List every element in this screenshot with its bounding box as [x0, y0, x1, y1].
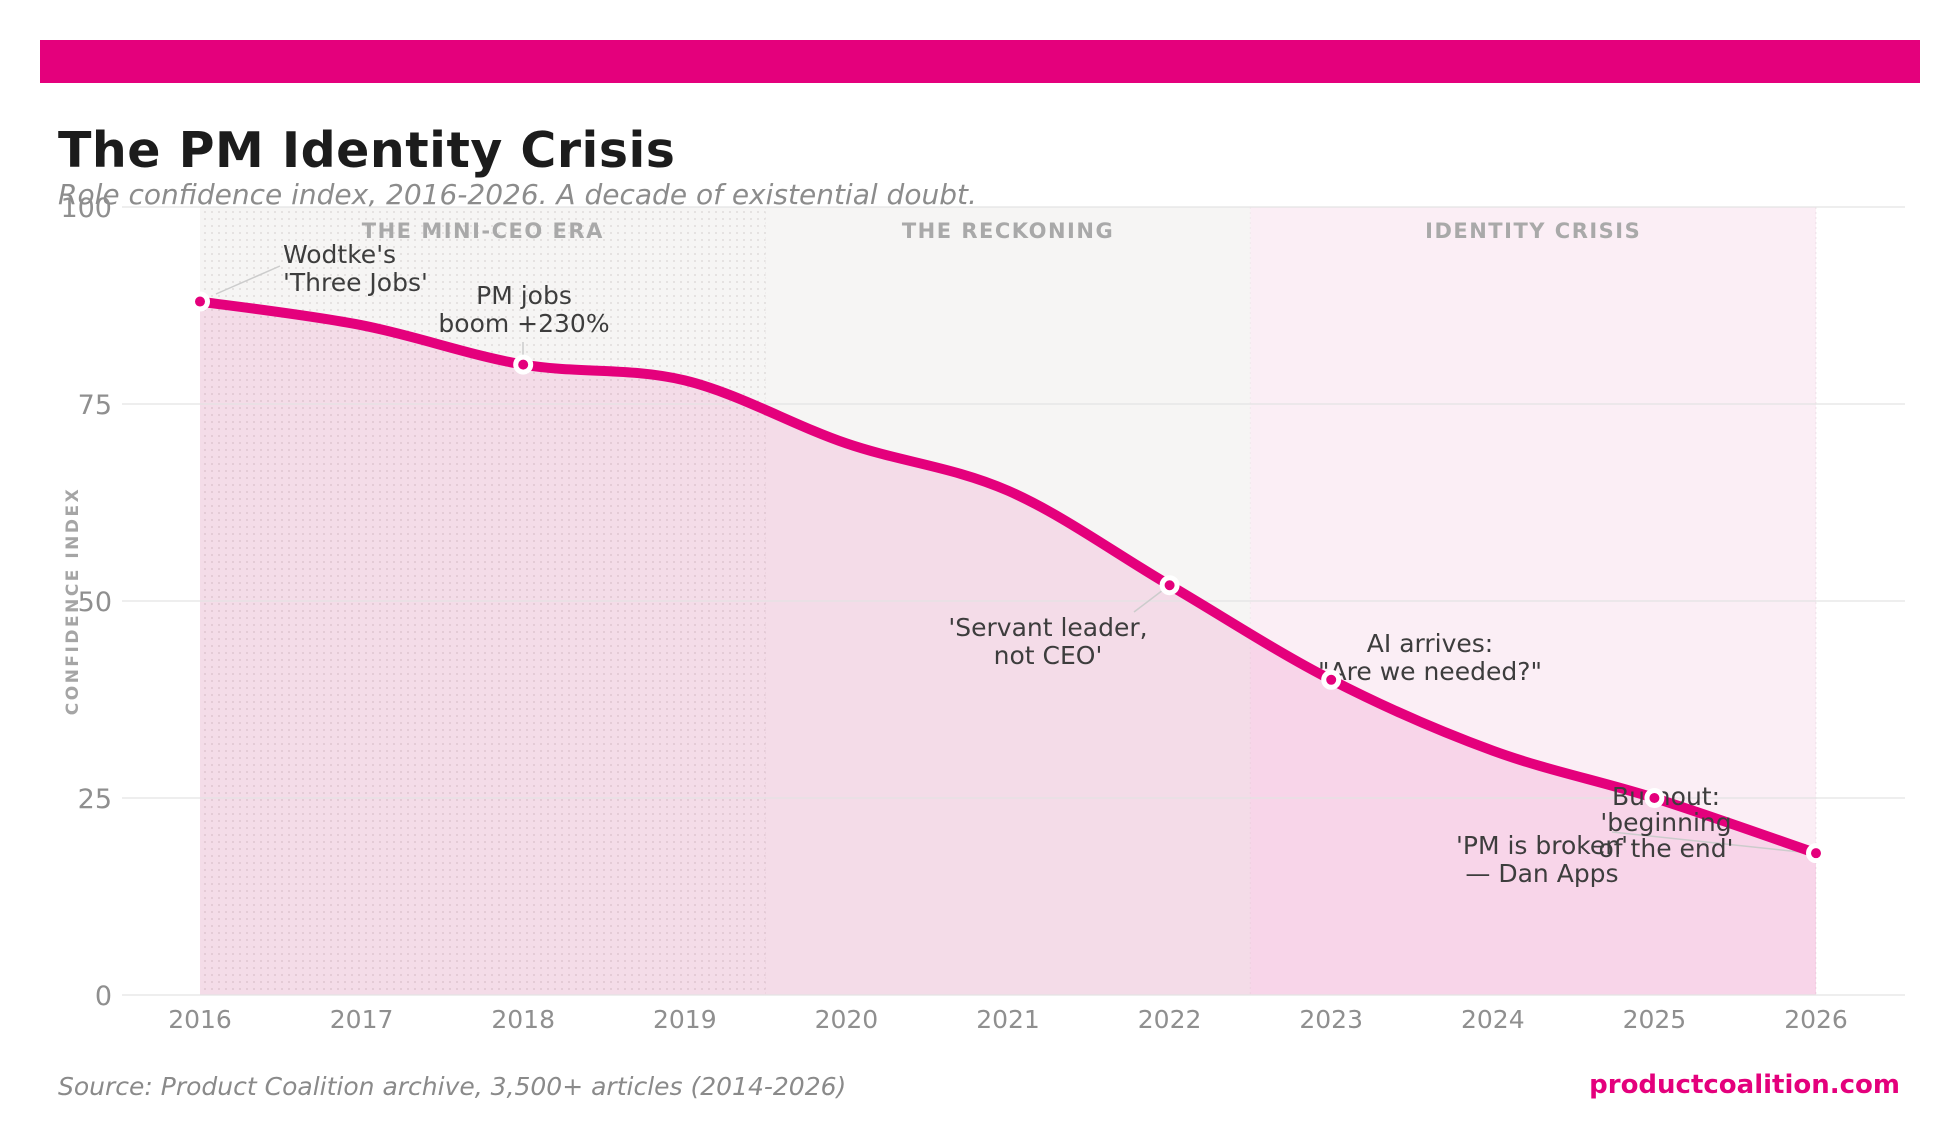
- y-tick-label-50: 50: [78, 587, 112, 618]
- annotation-2026-line2: — Dan Apps: [1465, 859, 1618, 888]
- x-tick-label-2021: 2021: [976, 1005, 1040, 1034]
- annotation-2022-line2: not CEO': [994, 641, 1103, 670]
- annotation-leader-line: [215, 265, 281, 295]
- y-tick-label-75: 75: [78, 390, 112, 421]
- annotation-2025-line3: of the end': [1599, 834, 1734, 863]
- data-point-2016: [190, 291, 210, 312]
- x-tick-label-2016: 2016: [168, 1005, 232, 1034]
- page-subtitle: Role confidence index, 2016-2026. A deca…: [58, 178, 977, 211]
- y-tick-label-0: 0: [95, 981, 112, 1012]
- annotation-2016-line1: Wodtke's: [283, 240, 396, 269]
- annotation-2025-line2: 'beginning: [1600, 808, 1731, 837]
- x-tick-label-2019: 2019: [653, 1005, 717, 1034]
- page-title: The PM Identity Crisis: [58, 122, 676, 179]
- confidence-area-fill: [200, 301, 1816, 995]
- x-tick-label-2024: 2024: [1461, 1005, 1525, 1034]
- data-point-2018: [513, 354, 534, 375]
- x-tick-label-2026: 2026: [1784, 1005, 1848, 1034]
- annotation-2025-line1: Burnout:: [1612, 782, 1720, 811]
- site-link: productcoalition.com: [1589, 1070, 1900, 1100]
- annotation-2016-line2: 'Three Jobs': [283, 268, 428, 297]
- x-tick-label-2020: 2020: [815, 1005, 879, 1034]
- annotation-leader-line: [1133, 589, 1164, 613]
- era-label-2: THE RECKONING: [902, 219, 1114, 243]
- annotation-2023-line1: AI arrives:: [1367, 629, 1493, 658]
- y-axis-title: CONFIDENCE INDEX: [63, 487, 83, 715]
- annotation-2023-line2: "Are we needed?": [1318, 657, 1542, 686]
- y-tick-label-100: 100: [60, 193, 112, 224]
- x-tick-label-2018: 2018: [491, 1005, 555, 1034]
- era-label-1: THE MINI-CEO ERA: [362, 219, 604, 243]
- data-point-2026: [1806, 843, 1826, 864]
- y-tick-label-25: 25: [78, 784, 112, 815]
- annotation-2022-line1: 'Servant leader,: [948, 613, 1147, 642]
- x-tick-label-2025: 2025: [1623, 1005, 1687, 1034]
- top-accent-bar: [40, 40, 1920, 83]
- era-label-3: IDENTITY CRISIS: [1425, 219, 1641, 243]
- x-tick-label-2017: 2017: [330, 1005, 394, 1034]
- data-point-2025: [1644, 788, 1665, 808]
- data-point-2023: [1321, 669, 1342, 690]
- annotation-leader-line: [1611, 831, 1801, 853]
- source-note: Source: Product Coalition archive, 3,500…: [58, 1072, 847, 1101]
- confidence-line: [195, 296, 1821, 859]
- annotation-2018-line2: boom +230%: [438, 309, 609, 338]
- x-tick-label-2022: 2022: [1138, 1005, 1202, 1034]
- x-tick-label-2023: 2023: [1299, 1005, 1363, 1034]
- annotation-2026-line1: 'PM is broken': [1456, 831, 1628, 860]
- annotation-2018-line1: PM jobs: [476, 281, 572, 310]
- data-point-2022: [1159, 575, 1180, 596]
